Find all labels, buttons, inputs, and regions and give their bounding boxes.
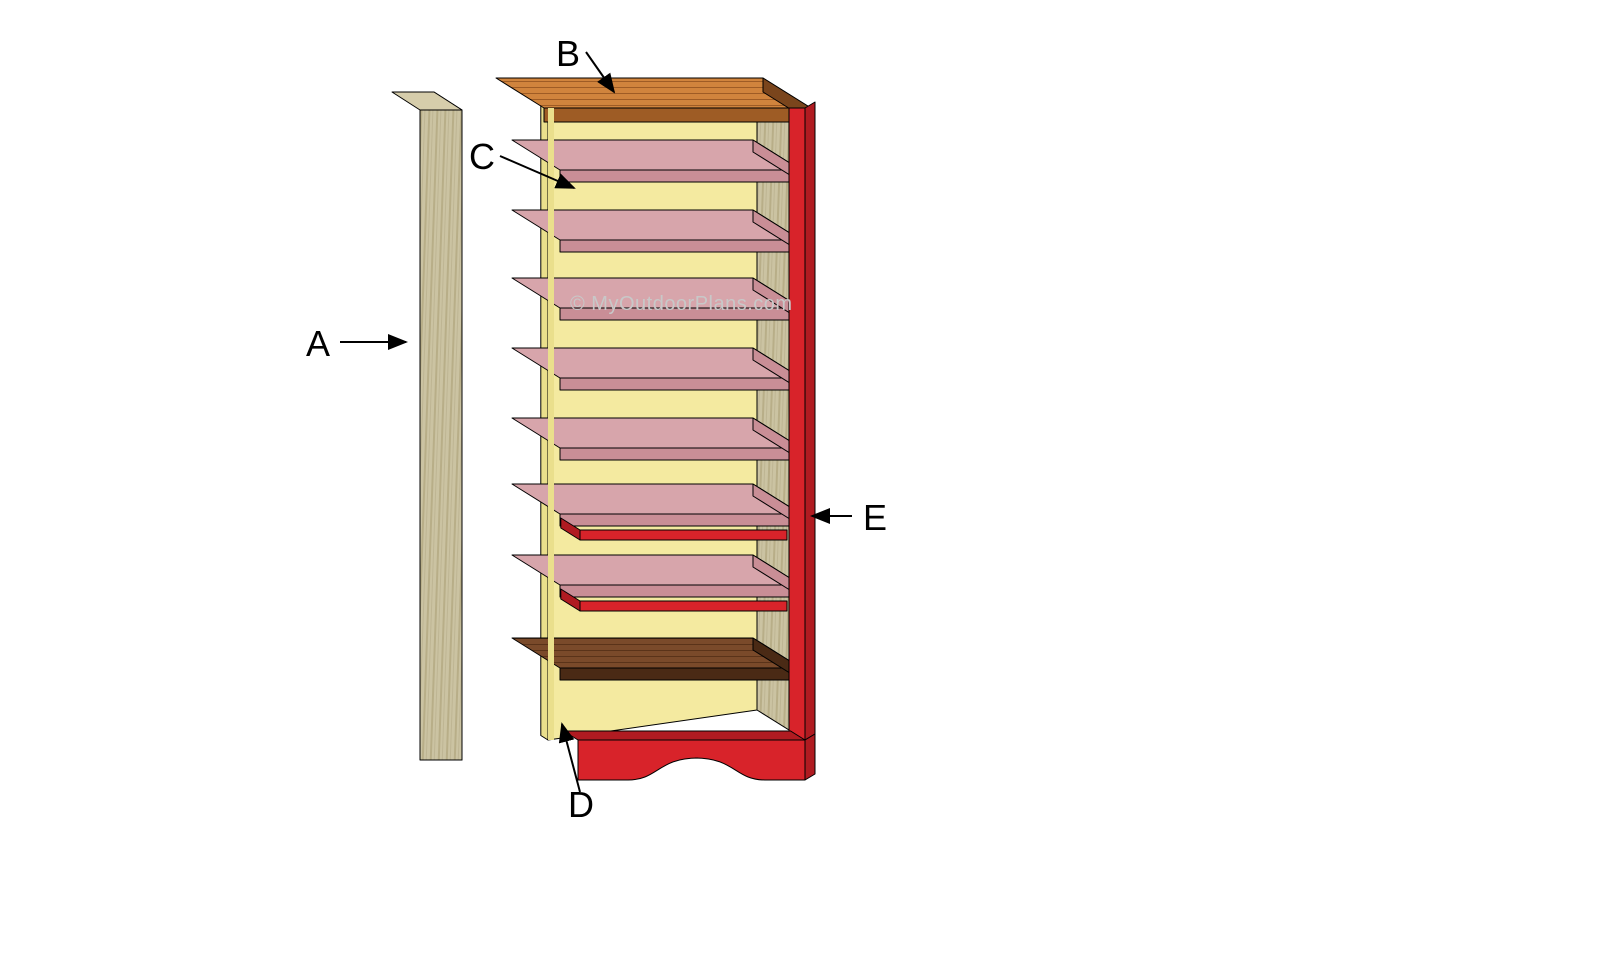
label-A: A: [306, 323, 330, 365]
label-E: E: [863, 497, 887, 539]
cabinet-assembly: [496, 78, 815, 780]
label-B: B: [556, 33, 580, 75]
label-C: C: [469, 136, 495, 178]
side-panel-A: [392, 92, 462, 760]
watermark: © MyOutdoorPlans.com: [570, 293, 793, 316]
label-D: D: [568, 784, 594, 826]
exploded-diagram: [0, 0, 1614, 954]
